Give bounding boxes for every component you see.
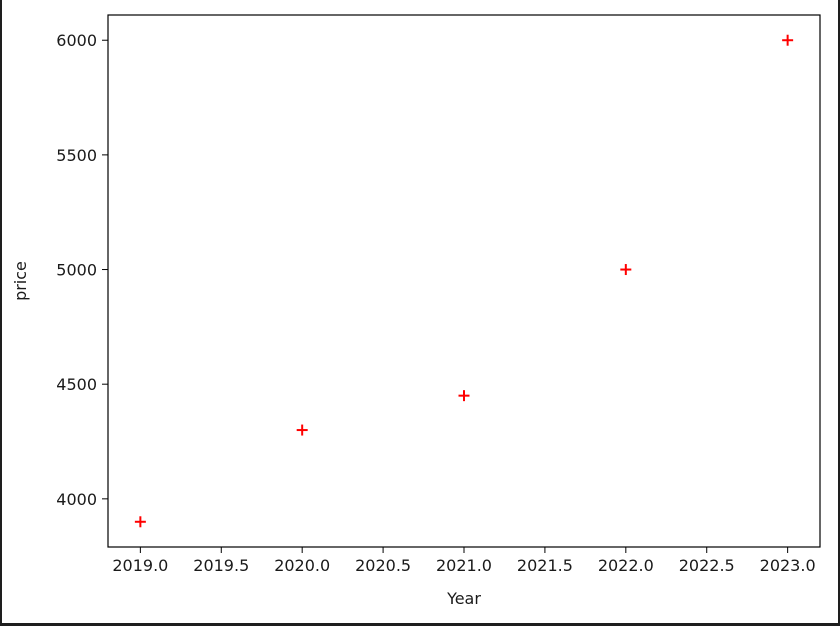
x-tick-label: 2019.5: [193, 556, 249, 575]
y-axis-label: price: [11, 261, 30, 301]
data-point-marker: [296, 424, 308, 436]
y-tick-label: 4000: [56, 490, 97, 509]
data-point-marker: [782, 34, 794, 46]
plot-frame: [107, 14, 821, 548]
data-point-marker: [134, 516, 146, 528]
x-tick-label: 2021.5: [517, 556, 573, 575]
x-tick-label: 2021.0: [436, 556, 492, 575]
data-point-marker: [620, 264, 632, 276]
x-tick-label: 2022.5: [679, 556, 735, 575]
y-tick-label: 4500: [56, 375, 97, 394]
points-layer: [134, 34, 794, 528]
y-tick-label: 5000: [56, 261, 97, 280]
x-tick-label: 2020.0: [274, 556, 330, 575]
y-tick-label: 6000: [56, 31, 97, 50]
x-tick-label: 2020.5: [355, 556, 411, 575]
data-point-marker: [458, 390, 470, 402]
y-tick-label: 5500: [56, 146, 97, 165]
ticks-layer: 2019.0 2019.5 2020.0 2020.5 2021.0 2021.5 2022…: [56, 31, 815, 575]
x-tick-label: 2019.0: [112, 556, 168, 575]
x-axis-label: Year: [446, 589, 481, 608]
x-tick-label: 2022.0: [598, 556, 654, 575]
x-tick-label: 2023.0: [760, 556, 816, 575]
